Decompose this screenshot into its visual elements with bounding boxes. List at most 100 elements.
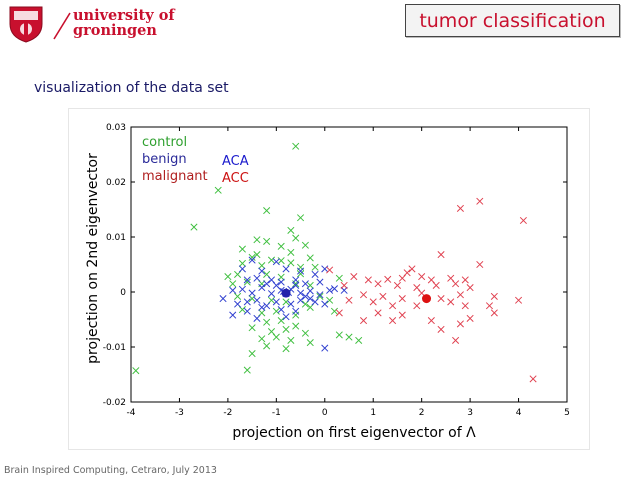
university-line-2: groningen (73, 22, 157, 39)
data-point-malignant (384, 275, 392, 283)
data-point-malignant (447, 298, 455, 306)
data-point-benign (263, 302, 271, 310)
data-point-malignant (437, 295, 445, 303)
x-tick-label: -3 (175, 408, 184, 418)
data-point-benign (306, 295, 314, 303)
data-point-malignant (389, 302, 397, 310)
data-point-benign (311, 270, 319, 278)
data-point-control (263, 342, 271, 350)
data-point-control (330, 307, 339, 315)
y-tick-label: 0.02 (106, 178, 126, 188)
data-point-control (287, 226, 295, 234)
x-tick-label: -2 (223, 408, 232, 418)
data-point-control (306, 339, 314, 347)
data-point-control (335, 331, 343, 339)
data-point-control (301, 329, 309, 337)
data-point-benign (258, 303, 266, 311)
centroid-marker (422, 294, 432, 304)
data-point-malignant (335, 309, 343, 317)
data-point-malignant (350, 273, 358, 281)
data-point-malignant (466, 284, 474, 292)
data-point-control (248, 295, 256, 303)
data-point-control (238, 259, 246, 267)
data-point-malignant (461, 276, 469, 284)
data-point-malignant (398, 295, 406, 303)
data-point-benign (258, 267, 266, 275)
university-name: university of groningen (73, 8, 175, 38)
legend-entry-benign: benign (142, 152, 187, 167)
y-tick-label: -0.01 (103, 343, 126, 353)
data-point-benign (287, 300, 295, 308)
data-point-control (272, 333, 280, 341)
data-point-control (292, 322, 300, 330)
data-point-control (287, 259, 295, 267)
data-point-malignant (476, 260, 484, 269)
data-point-control (263, 207, 271, 215)
data-point-control (253, 236, 261, 244)
centroid-marker (281, 288, 291, 298)
data-point-benign (311, 298, 319, 306)
data-point-benign (297, 289, 305, 297)
legend-entry-malignant: malignant (142, 169, 208, 184)
data-point-benign (292, 307, 300, 315)
data-point-control (248, 253, 256, 261)
data-point-control (243, 278, 251, 286)
data-point-benign (301, 292, 309, 300)
y-tick-label: -0.02 (103, 398, 126, 408)
university-line-1: university of (73, 7, 175, 24)
data-point-benign (272, 298, 280, 306)
x-axis-label: projection on first eigenvector of Λ (232, 425, 476, 441)
data-point-control (311, 263, 319, 271)
data-point-control (306, 281, 314, 289)
data-point-benign (267, 290, 276, 298)
data-point-malignant (427, 317, 435, 325)
data-point-malignant (437, 325, 445, 333)
data-point-control (243, 366, 251, 374)
data-point-control (132, 367, 140, 375)
data-point-malignant (374, 280, 382, 288)
data-point-malignant (408, 265, 416, 273)
data-point-benign (301, 280, 309, 288)
data-point-malignant (359, 317, 368, 325)
data-point-malignant (490, 309, 498, 317)
x-tick-label: 1 (370, 408, 376, 418)
university-logo (6, 4, 46, 48)
data-point-control (297, 214, 305, 222)
data-point-benign (238, 265, 246, 273)
data-point-control (287, 336, 295, 344)
data-point-control (292, 142, 300, 150)
data-point-benign (277, 306, 285, 314)
data-point-benign (292, 276, 300, 284)
data-point-control (267, 256, 276, 264)
data-point-benign (253, 296, 261, 304)
data-point-benign (253, 314, 261, 322)
data-point-control (326, 296, 334, 304)
data-point-benign (297, 267, 305, 275)
data-point-benign (316, 291, 324, 299)
data-point-benign (321, 344, 329, 352)
data-point-benign (243, 298, 251, 306)
slide-title: tumor classification (419, 9, 606, 32)
data-point-benign (248, 289, 256, 297)
data-point-malignant (364, 276, 372, 284)
data-point-control (248, 350, 256, 358)
data-point-control (263, 318, 271, 326)
data-point-malignant (418, 273, 426, 281)
data-point-malignant (374, 309, 382, 317)
y-axis-label: projection on 2nd eigenvector (85, 153, 101, 364)
data-point-benign (229, 311, 237, 319)
data-point-benign (243, 307, 251, 315)
data-point-malignant (452, 280, 460, 288)
data-point-benign (326, 286, 334, 294)
data-point-benign (282, 265, 290, 273)
slide-subtitle: visualization of the data set (34, 80, 229, 96)
data-point-malignant (403, 269, 411, 277)
data-point-malignant (476, 197, 484, 205)
data-point-malignant (490, 292, 498, 300)
data-point-control (272, 307, 280, 315)
footer-credit: Brain Inspired Computing, Cetraro, July … (4, 465, 217, 476)
data-point-control (277, 257, 285, 265)
data-point-control (335, 274, 343, 282)
data-point-malignant (519, 216, 527, 225)
